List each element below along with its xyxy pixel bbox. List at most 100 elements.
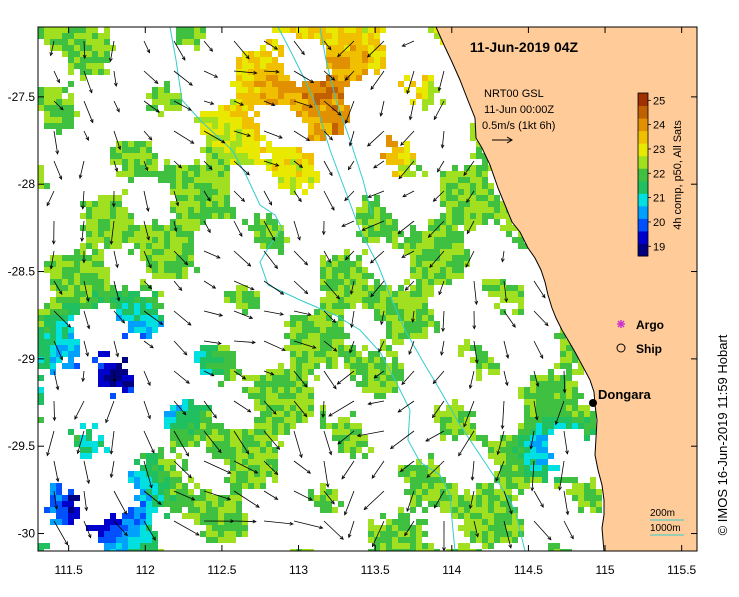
sst-pixel: [392, 543, 398, 549]
sst-pixel: [356, 45, 362, 51]
sst-pixel: [110, 537, 116, 543]
sst-pixel: [254, 297, 260, 303]
sst-pixel: [536, 405, 542, 411]
sst-pixel: [344, 267, 350, 273]
sst-pixel: [332, 351, 338, 357]
sst-pixel: [314, 33, 320, 39]
sst-pixel: [44, 261, 50, 267]
lon-tick-label: 112.5: [207, 563, 236, 577]
sst-pixel: [482, 207, 488, 213]
sst-pixel: [488, 453, 494, 459]
sst-pixel: [308, 387, 314, 393]
sst-pixel: [386, 387, 392, 393]
sst-pixel: [56, 129, 62, 135]
sst-pixel: [242, 105, 248, 111]
sst-pixel: [314, 117, 320, 123]
sst-pixel: [398, 513, 404, 519]
sst-pixel: [122, 159, 128, 165]
sst-pixel: [308, 111, 314, 117]
sst-pixel: [134, 303, 140, 309]
sst-pixel: [236, 507, 242, 513]
sst-pixel: [266, 387, 272, 393]
sst-pixel: [140, 153, 146, 159]
sst-pixel: [74, 261, 80, 267]
sst-pixel: [320, 87, 326, 93]
sst-pixel: [368, 45, 374, 51]
sst-pixel: [44, 315, 50, 321]
sst-pixel: [230, 141, 236, 147]
sst-pixel: [206, 363, 212, 369]
sst-pixel: [572, 483, 578, 489]
sst-pixel: [464, 525, 470, 531]
sst-pixel: [470, 225, 476, 231]
sst-pixel: [482, 351, 488, 357]
sst-pixel: [104, 285, 110, 291]
sst-pixel: [74, 507, 80, 513]
sst-pixel: [290, 171, 296, 177]
sst-pixel: [68, 63, 74, 69]
sst-pixel: [74, 255, 80, 261]
sst-pixel: [296, 105, 302, 111]
sst-pixel: [368, 375, 374, 381]
sst-pixel: [236, 519, 242, 525]
sst-pixel: [428, 285, 434, 291]
sst-pixel: [254, 477, 260, 483]
sst-pixel: [152, 267, 158, 273]
sst-pixel: [350, 273, 356, 279]
sst-pixel: [374, 285, 380, 291]
sst-pixel: [386, 345, 392, 351]
sst-pixel: [86, 39, 92, 45]
sst-pixel: [320, 405, 326, 411]
sst-pixel: [404, 519, 410, 525]
sst-pixel: [230, 441, 236, 447]
sst-pixel: [560, 351, 566, 357]
sst-pixel: [152, 255, 158, 261]
sst-pixel: [206, 135, 212, 141]
sst-pixel: [518, 423, 524, 429]
sst-pixel: [284, 183, 290, 189]
sst-pixel: [380, 291, 386, 297]
sst-pixel: [470, 423, 476, 429]
sst-pixel: [260, 471, 266, 477]
sst-pixel: [146, 519, 152, 525]
sst-pixel: [242, 93, 248, 99]
sst-pixel: [206, 201, 212, 207]
sst-pixel: [554, 333, 560, 339]
sst-pixel: [524, 423, 530, 429]
sst-pixel: [182, 423, 188, 429]
sst-pixel: [446, 261, 452, 267]
sst-pixel: [218, 195, 224, 201]
sst-pixel: [212, 345, 218, 351]
sst-pixel: [38, 315, 44, 321]
sst-pixel: [284, 369, 290, 375]
sst-pixel: [236, 147, 242, 153]
sst-pixel: [92, 51, 98, 57]
sst-pixel: [212, 165, 218, 171]
sst-pixel: [62, 27, 68, 33]
sst-pixel: [260, 453, 266, 459]
sst-pixel: [326, 51, 332, 57]
sst-pixel: [386, 333, 392, 339]
sst-pixel: [422, 465, 428, 471]
sst-pixel: [116, 375, 122, 381]
sst-pixel: [326, 501, 332, 507]
sst-pixel: [128, 165, 134, 171]
sst-pixel: [278, 45, 284, 51]
sst-pixel: [44, 99, 50, 105]
sst-pixel: [488, 369, 494, 375]
sst-pixel: [458, 195, 464, 201]
sst-pixel: [518, 477, 524, 483]
sst-pixel: [170, 411, 176, 417]
sst-pixel: [56, 339, 62, 345]
sst-pixel: [164, 483, 170, 489]
sst-pixel: [122, 543, 128, 549]
sst-pixel: [392, 327, 398, 333]
sst-pixel: [260, 99, 266, 105]
sst-pixel: [110, 213, 116, 219]
sst-pixel: [200, 195, 206, 201]
sst-pixel: [314, 495, 320, 501]
sst-pixel: [254, 447, 260, 453]
sst-pixel: [62, 123, 68, 129]
sst-pixel: [440, 435, 446, 441]
sst-pixel: [374, 297, 380, 303]
